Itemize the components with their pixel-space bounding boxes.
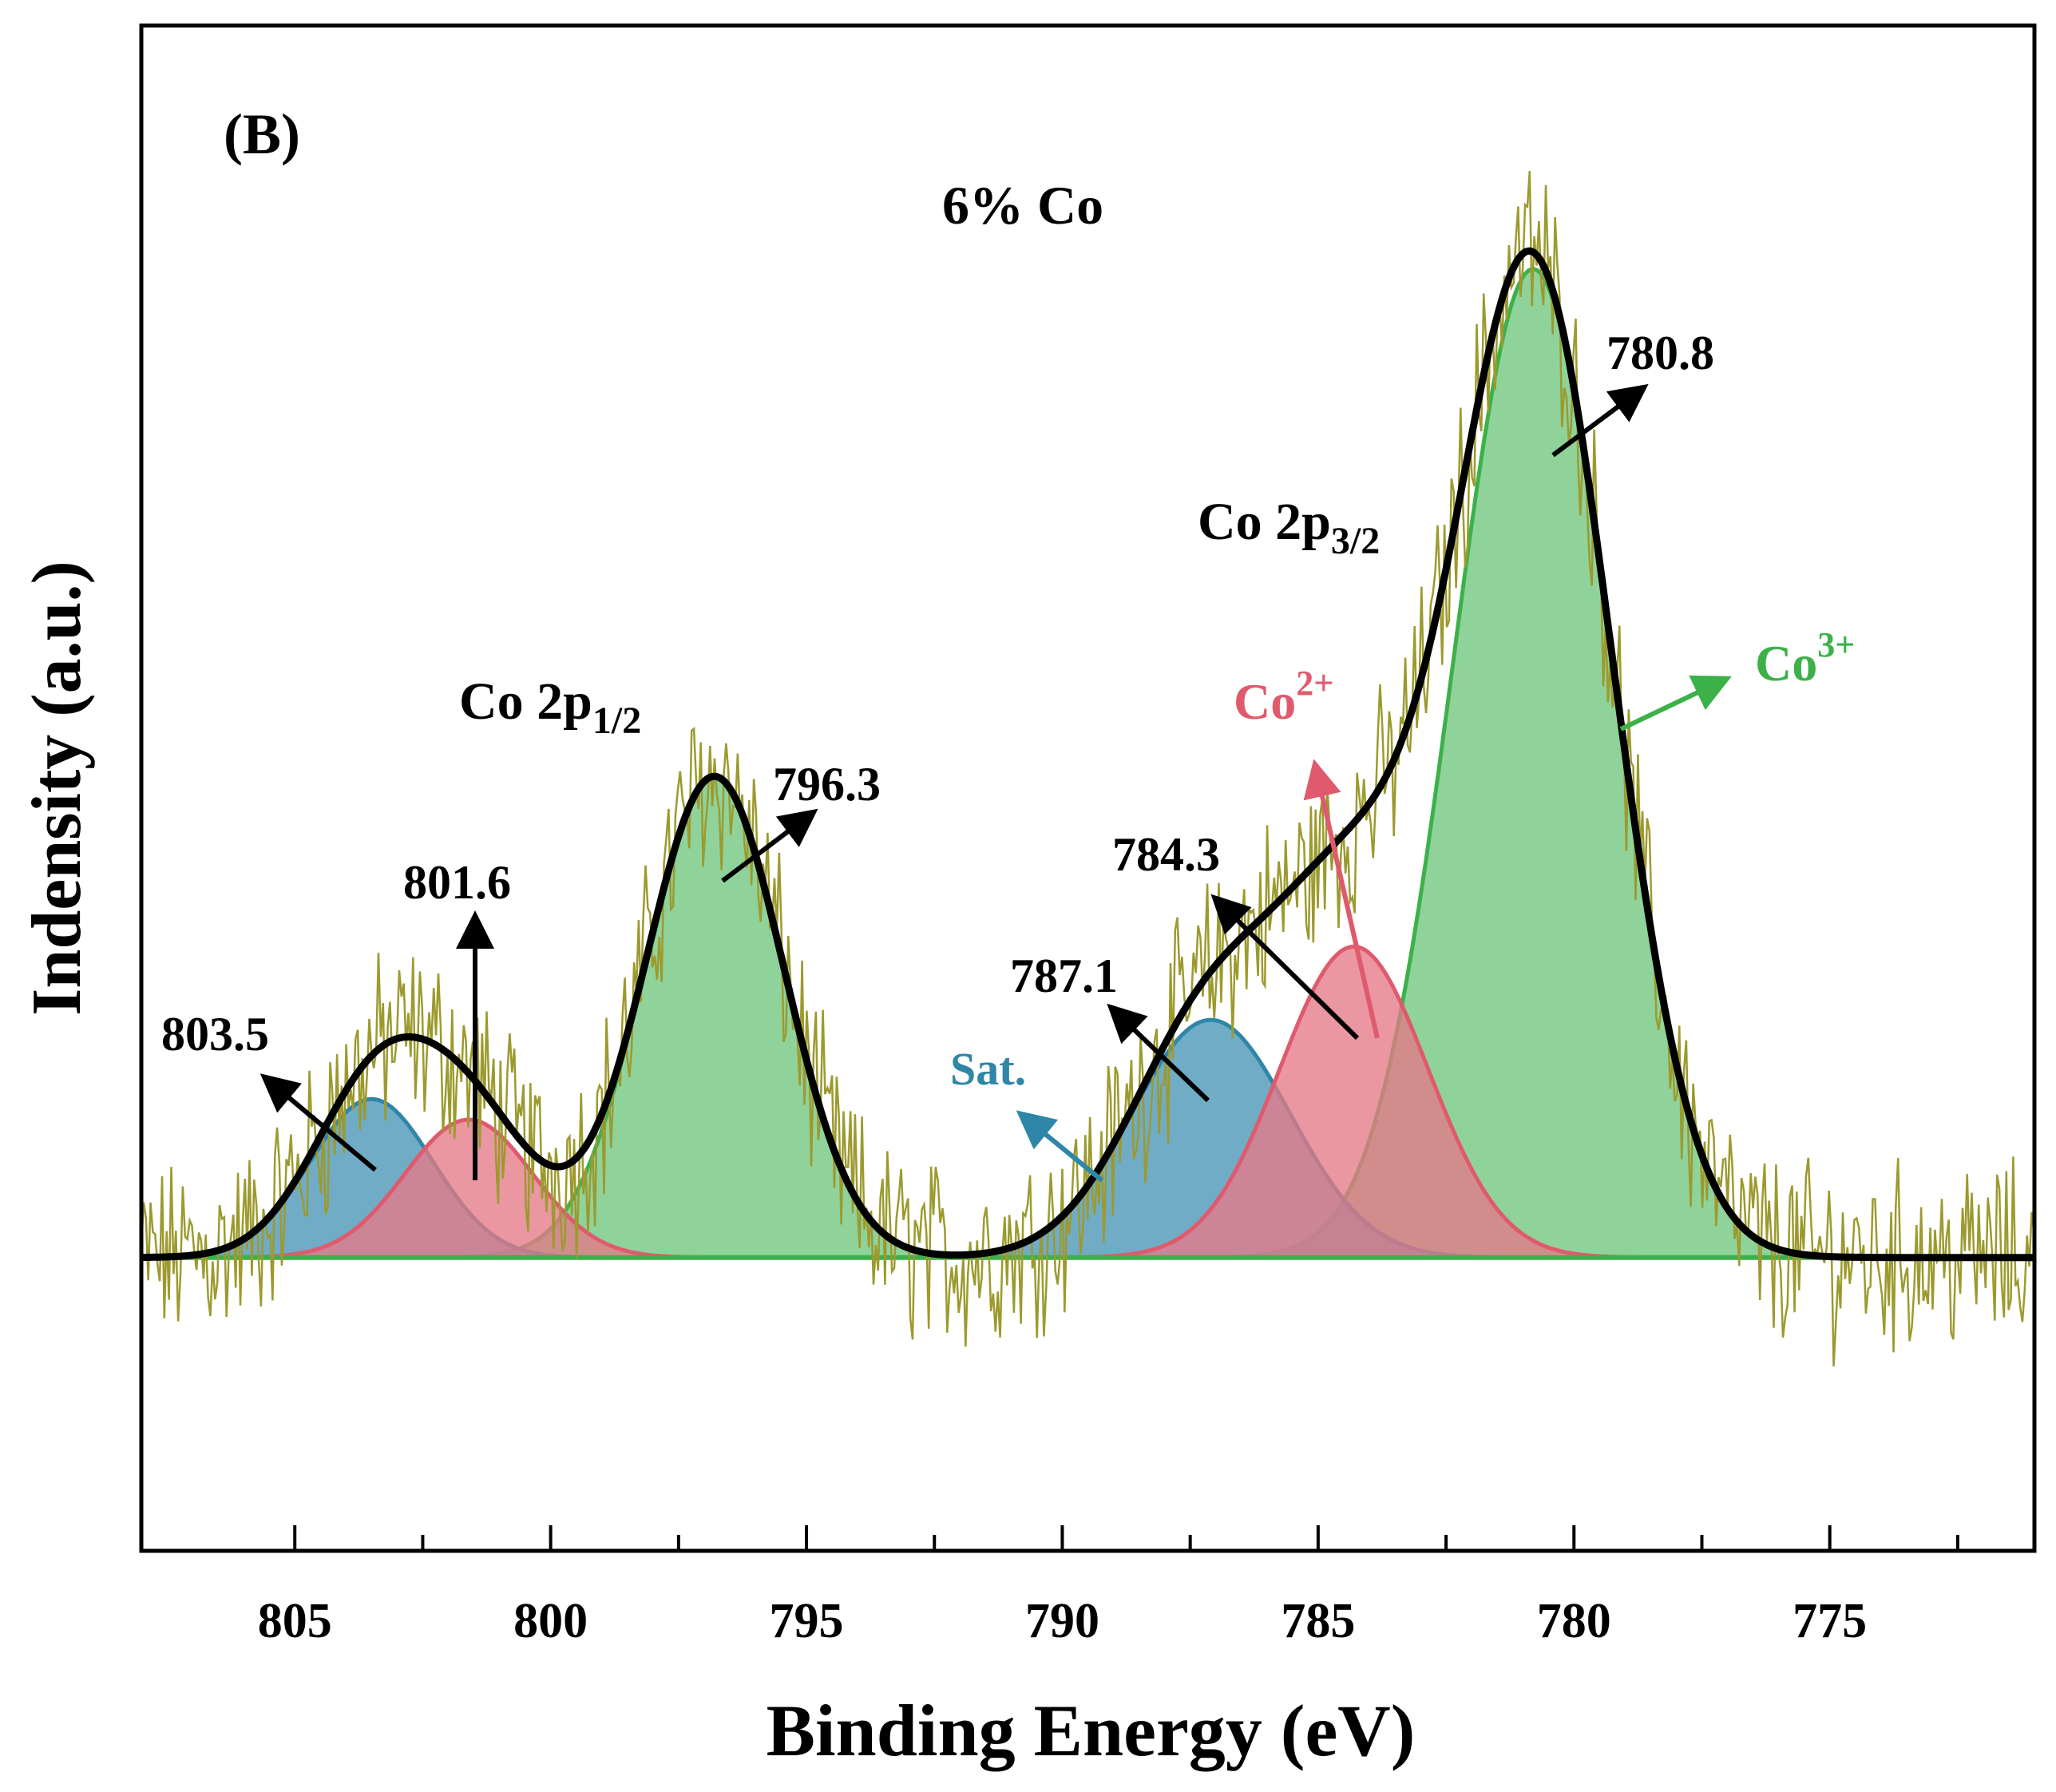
x-axis-ticks: 805 800 795 790 785 780 775	[258, 1525, 1959, 1648]
label-sat: Sat.	[950, 1043, 1026, 1095]
arrow-803-5	[259, 1073, 377, 1172]
peak-label-803-5: 803.5	[161, 1008, 269, 1061]
peak-label-784-3: 784.3	[1112, 828, 1220, 881]
arrow-780-8	[1551, 383, 1649, 458]
x-tick-label: 785	[1281, 1594, 1355, 1648]
envelope-line	[141, 247, 2034, 1262]
raw-data-line	[141, 171, 2034, 1367]
panel-label: (B)	[224, 102, 300, 166]
plot-frame	[139, 23, 2037, 1553]
x-axis-label: Binding Energy (eV)	[767, 1690, 1416, 1771]
chart-title: 6% Co	[942, 175, 1103, 236]
x-tick-label: 800	[513, 1594, 588, 1648]
arrow-sat	[1016, 1110, 1103, 1183]
arrow-co3	[1619, 675, 1732, 731]
raw-spectrum	[141, 171, 2034, 1367]
label-co-2p32: Co 2p3/2	[1198, 493, 1380, 562]
x-tick-label: 790	[1025, 1594, 1099, 1648]
label-co2: Co2+	[1234, 664, 1333, 730]
arrow-co2	[1303, 759, 1380, 1039]
y-axis-label: Indensity (a.u.)	[18, 561, 96, 1016]
label-co-2p12: Co 2p1/2	[459, 672, 641, 742]
x-tick-label: 780	[1537, 1594, 1611, 1648]
label-co3: Co3+	[1755, 625, 1855, 692]
arrow-796-3	[721, 808, 818, 883]
peak-label-796-3: 796.3	[773, 758, 881, 811]
x-tick-label: 795	[770, 1594, 844, 1648]
x-tick-label: 805	[258, 1594, 332, 1648]
arrow-787-1	[1107, 1003, 1210, 1103]
peak-label-801-6: 801.6	[403, 856, 511, 909]
x-tick-label: 775	[1793, 1594, 1867, 1648]
peak-label-787-1: 787.1	[1010, 950, 1118, 1002]
envelope-fit	[141, 247, 2034, 1262]
arrow-784-3	[1210, 894, 1360, 1041]
peak-label-780-8: 780.8	[1606, 327, 1714, 379]
